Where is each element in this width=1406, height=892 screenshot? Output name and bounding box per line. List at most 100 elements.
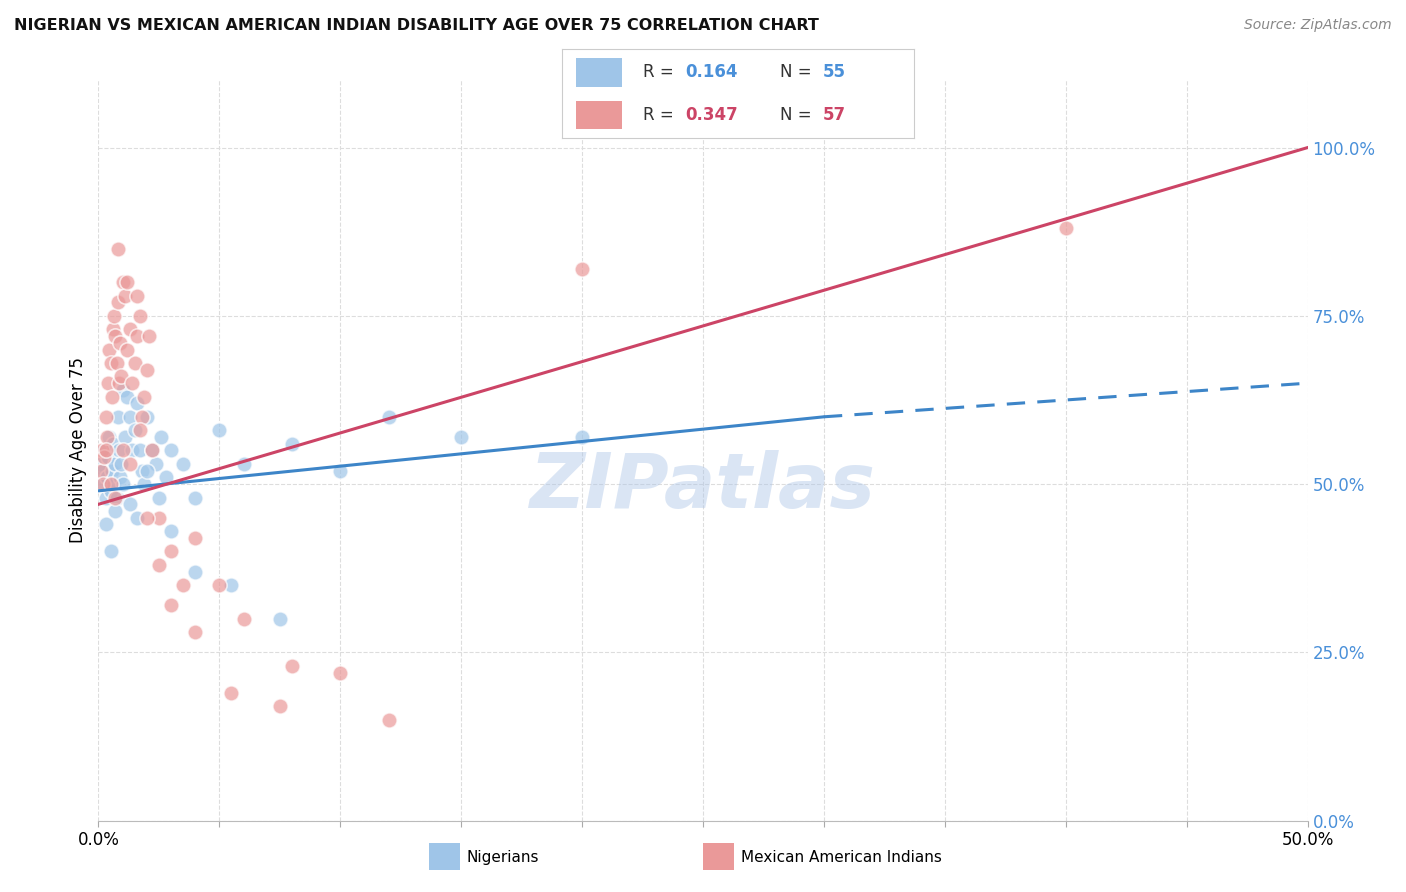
Point (135, 510, 157, 524)
Point (100, 464, 122, 478)
Point (232, 457, 254, 471)
Point (128, 309, 150, 323)
Point (100, 356, 122, 370)
Point (111, 275, 134, 289)
Point (118, 457, 141, 471)
Point (124, 423, 146, 437)
Bar (576, 58, 621, 87)
Point (121, 376, 143, 391)
Point (172, 578, 194, 592)
Point (96, 470, 118, 484)
Point (124, 356, 146, 370)
Point (110, 369, 132, 384)
Point (134, 390, 156, 404)
Point (97, 450, 120, 465)
Point (96, 430, 118, 444)
Point (91, 477, 114, 491)
Point (94, 517, 117, 532)
Point (101, 322, 124, 336)
Point (111, 383, 134, 397)
Point (208, 578, 231, 592)
Point (135, 362, 157, 376)
Point (93, 450, 115, 465)
Text: ZIPatlas: ZIPatlas (530, 450, 876, 524)
Point (108, 443, 131, 458)
Point (118, 409, 141, 424)
Point (98, 343, 121, 357)
Point (281, 436, 304, 450)
Point (91, 477, 114, 491)
Text: 0.164: 0.164 (686, 63, 738, 81)
Point (150, 430, 173, 444)
Point (269, 612, 291, 626)
Point (108, 376, 131, 391)
Point (160, 544, 183, 558)
Point (160, 524, 183, 539)
Point (93, 443, 115, 458)
Point (104, 504, 127, 518)
Point (107, 409, 129, 424)
Text: NIGERIAN VS MEXICAN AMERICAN INDIAN DISABILITY AGE OVER 75 CORRELATION CHART: NIGERIAN VS MEXICAN AMERICAN INDIAN DISA… (14, 18, 818, 33)
Point (108, 470, 131, 484)
Point (117, 275, 139, 289)
Point (131, 464, 153, 478)
Point (127, 329, 149, 343)
Point (329, 464, 352, 478)
Text: 57: 57 (823, 106, 845, 124)
Point (104, 329, 127, 343)
Point (110, 457, 132, 471)
Point (329, 665, 352, 680)
Point (184, 531, 207, 545)
Point (155, 470, 177, 484)
Point (160, 443, 183, 458)
Point (114, 288, 136, 302)
Point (114, 430, 136, 444)
Text: Source: ZipAtlas.com: Source: ZipAtlas.com (1244, 18, 1392, 32)
Point (141, 443, 163, 458)
Point (100, 544, 122, 558)
Point (97, 376, 120, 391)
Point (1054, 221, 1077, 235)
Point (90, 464, 112, 478)
Point (105, 491, 128, 505)
Point (184, 491, 207, 505)
Point (232, 612, 254, 626)
Point (105, 356, 128, 370)
Point (172, 457, 194, 471)
Point (281, 658, 304, 673)
Point (91, 464, 114, 478)
Text: N =: N = (780, 106, 817, 124)
Point (141, 443, 163, 458)
Point (107, 295, 129, 310)
Text: 55: 55 (823, 63, 845, 81)
Point (184, 625, 207, 640)
Point (90, 457, 112, 471)
Point (148, 491, 170, 505)
Point (104, 491, 127, 505)
Point (131, 409, 153, 424)
Point (127, 510, 149, 524)
Point (100, 477, 122, 491)
Point (135, 409, 157, 424)
Point (571, 430, 593, 444)
Point (98, 430, 121, 444)
Point (118, 322, 141, 336)
Point (121, 443, 143, 458)
Point (111, 477, 134, 491)
Text: R =: R = (644, 106, 679, 124)
Point (145, 457, 167, 471)
Text: N =: N = (780, 63, 817, 81)
Point (208, 423, 231, 437)
Point (184, 565, 207, 579)
Point (160, 599, 183, 613)
Point (148, 510, 170, 524)
Point (128, 443, 150, 458)
Point (135, 464, 157, 478)
Point (127, 396, 149, 410)
Point (94, 409, 117, 424)
Point (94, 491, 117, 505)
Point (134, 477, 156, 491)
Point (138, 329, 160, 343)
Point (269, 699, 291, 714)
Point (101, 436, 124, 450)
